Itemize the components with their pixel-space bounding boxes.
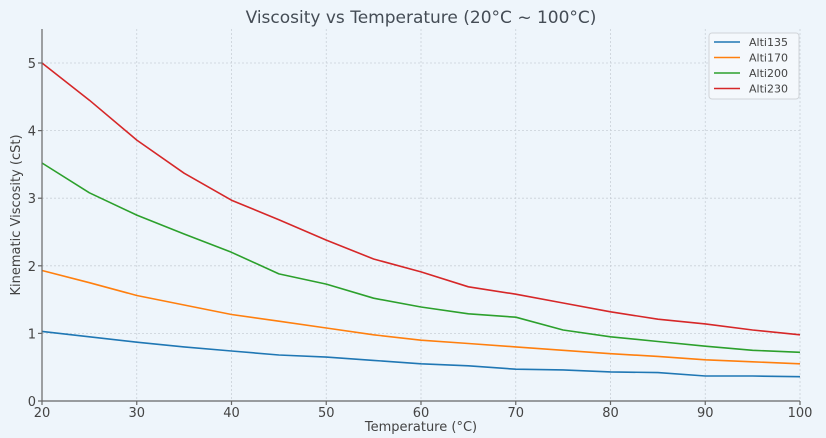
legend-label: Alti230: [749, 83, 788, 96]
x-tick-label: 30: [128, 406, 145, 421]
legend-label: Alti200: [749, 67, 788, 80]
legend-box: [708, 32, 800, 100]
series-line-alti230: [41, 62, 801, 336]
x-tick-label: 80: [602, 406, 619, 421]
series-line-alti170: [41, 269, 801, 365]
y-tick-label: 4: [28, 125, 36, 140]
series-line-alti135: [41, 330, 801, 378]
y-tick-label: 0: [28, 395, 36, 410]
chart-title: Viscosity vs Temperature (20°C ~ 100°C): [246, 8, 597, 28]
axes: [38, 29, 801, 405]
x-tick-label: 90: [697, 406, 714, 421]
x-tick-label: 20: [34, 406, 51, 421]
y-axis-label: Kinematic Viscosity (cSt): [9, 134, 24, 295]
y-tick-label: 1: [28, 327, 36, 342]
x-tick-label: 60: [413, 406, 430, 421]
series-line-alti200: [41, 162, 801, 354]
legend: Alti135 Alti170 Alti200 Alti230: [708, 32, 800, 100]
tick-labels: 20 30 40 50 60 70 80 90 100 0 1 2 3 4 5: [28, 57, 813, 421]
x-axis-label: Temperature (°C): [364, 420, 477, 435]
series-lines: [41, 62, 801, 378]
y-tick-label: 5: [28, 57, 36, 72]
legend-label: Alti135: [749, 36, 788, 49]
x-tick-label: 50: [318, 406, 335, 421]
x-tick-label: 40: [223, 406, 240, 421]
x-tick-label: 70: [507, 406, 524, 421]
y-tick-label: 2: [28, 260, 36, 275]
grid-lines: [41, 29, 801, 402]
legend-label: Alti170: [749, 52, 788, 65]
x-tick-label: 100: [788, 406, 813, 421]
y-tick-label: 3: [28, 192, 36, 207]
